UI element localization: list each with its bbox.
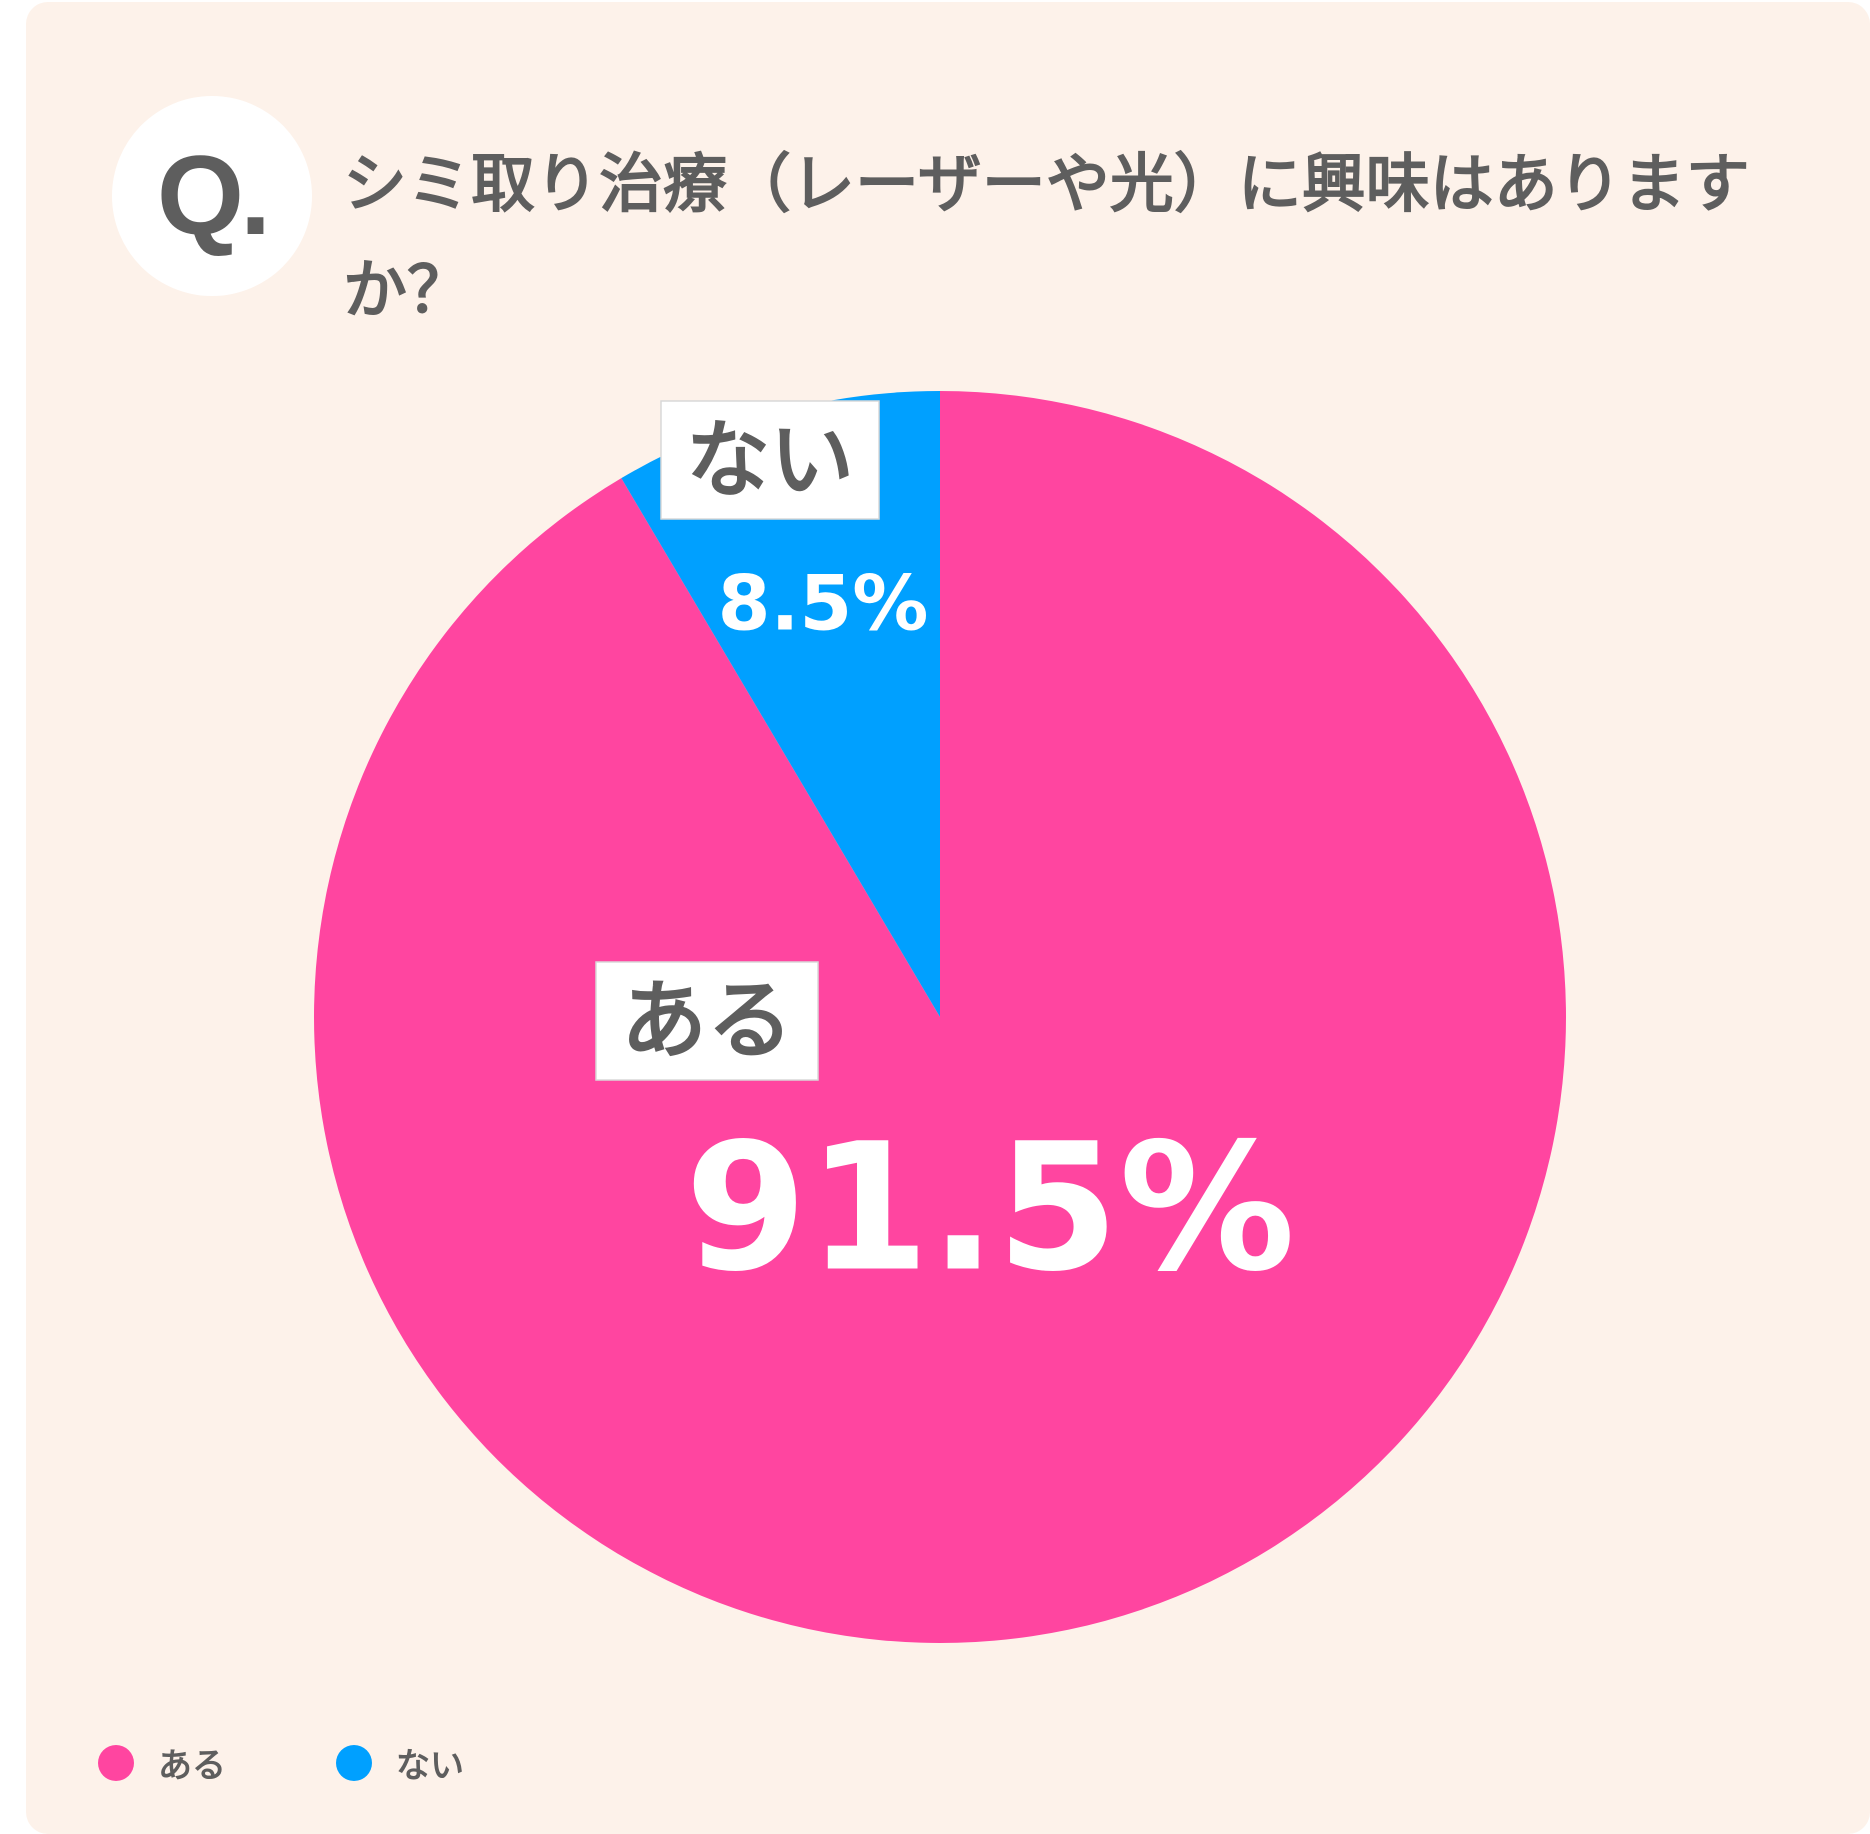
pie-slice-nai — [621, 391, 940, 1017]
slice-label-box-aru — [595, 961, 819, 1081]
legend-label-aru: ある — [158, 1746, 226, 1786]
legend-item-aru: ある — [98, 1738, 336, 1787]
slice-label-box-nai — [660, 400, 880, 520]
legend-label-nai: ない — [396, 1746, 464, 1786]
legend: ある ない — [98, 1738, 574, 1787]
pie-labels: ある 91.5% ない 8.5% — [595, 400, 1296, 1311]
pie-slices — [313, 391, 1566, 1643]
question-badge: Q. — [112, 96, 312, 296]
pie-slice-aru — [313, 391, 1566, 1643]
legend-item-nai: ない — [336, 1738, 574, 1787]
question-title: シミ取り治療（レーザーや光）に興味はありますか？ — [343, 148, 1750, 328]
legend-dot-aru — [98, 1744, 134, 1781]
slice-value-aru: 91.5% — [685, 1106, 1296, 1311]
slice-label-nai: ない — [686, 411, 854, 509]
legend-dot-nai — [336, 1744, 372, 1781]
slice-label-aru: ある — [621, 971, 793, 1071]
slice-value-nai: 8.5% — [718, 559, 929, 648]
